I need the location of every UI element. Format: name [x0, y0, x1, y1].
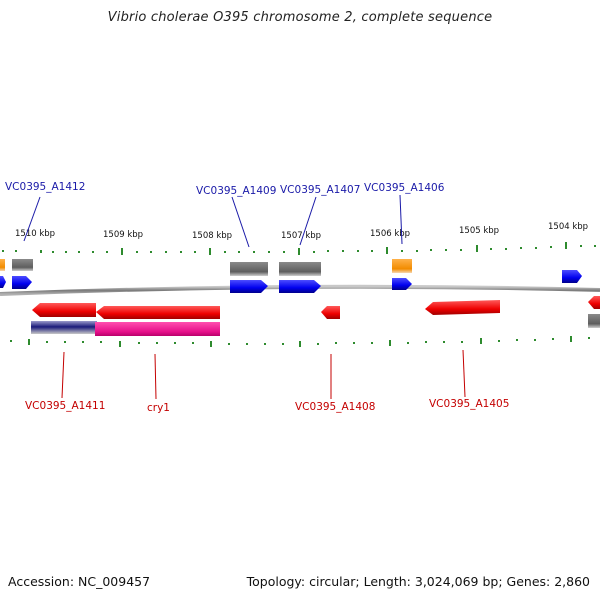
gene-block[interactable] — [279, 262, 321, 276]
reverse-gene-arrow[interactable] — [425, 300, 500, 315]
gene-block[interactable] — [31, 321, 97, 334]
forward-leader-lines — [23, 194, 403, 248]
genome-summary-text: Topology: circular; Length: 3,024,069 bp… — [246, 574, 590, 589]
forward-gene-arrow[interactable] — [0, 276, 6, 288]
scale-tick-label: 1507 kbp — [281, 231, 321, 241]
reverse-gene-arrow[interactable] — [32, 303, 96, 317]
inner-scale — [10, 336, 590, 347]
gene-label-reverse[interactable]: cry1 — [147, 402, 170, 414]
forward-gene-arrow[interactable] — [230, 280, 268, 293]
forward-gene-arrow[interactable] — [12, 276, 32, 289]
scale-tick-label: 1506 kbp — [370, 229, 410, 239]
scale-tick-label: 1504 kbp — [548, 222, 588, 232]
forward-gene-arrow[interactable] — [279, 280, 321, 293]
reverse-leader-lines — [61, 349, 466, 400]
accession-text: Accession: NC_009457 — [8, 574, 151, 589]
reverse-gene-blocks — [31, 314, 600, 336]
forward-gene-arrow[interactable] — [562, 270, 582, 283]
outer-scale — [2, 242, 596, 255]
scale-tick-label: 1510 kbp — [15, 229, 55, 239]
forward-gene-arrows — [0, 270, 582, 293]
scale-tick-label: 1505 kbp — [459, 226, 499, 236]
gene-block[interactable] — [95, 322, 220, 336]
gene-label-forward[interactable]: VC0395_A1412 — [5, 181, 85, 193]
gene-label-forward[interactable]: VC0395_A1407 — [280, 184, 360, 196]
reverse-gene-arrow[interactable] — [321, 306, 340, 319]
gene-block[interactable] — [392, 259, 412, 273]
gene-block[interactable] — [588, 314, 600, 328]
gene-block[interactable] — [12, 259, 33, 271]
gene-label-forward[interactable]: VC0395_A1409 — [196, 185, 276, 197]
reverse-gene-arrows — [32, 296, 600, 319]
scale-tick-label: 1509 kbp — [103, 230, 143, 240]
map-title: Vibrio cholerae O395 chromosome 2, compl… — [107, 10, 493, 25]
gene-label-forward[interactable]: VC0395_A1406 — [364, 182, 445, 194]
reverse-gene-arrow[interactable] — [96, 306, 220, 319]
gene-block[interactable] — [230, 262, 268, 276]
gene-label-reverse[interactable]: VC0395_A1411 — [25, 400, 105, 412]
scale-tick-label: 1508 kbp — [192, 231, 232, 241]
gene-label-reverse[interactable]: VC0395_A1405 — [429, 398, 509, 410]
forward-gene-arrow[interactable] — [392, 278, 412, 290]
gene-label-reverse[interactable]: VC0395_A1408 — [295, 401, 375, 413]
gene-block[interactable] — [0, 259, 5, 271]
reverse-gene-arrow[interactable] — [588, 296, 600, 309]
forward-gene-blocks — [0, 259, 412, 276]
